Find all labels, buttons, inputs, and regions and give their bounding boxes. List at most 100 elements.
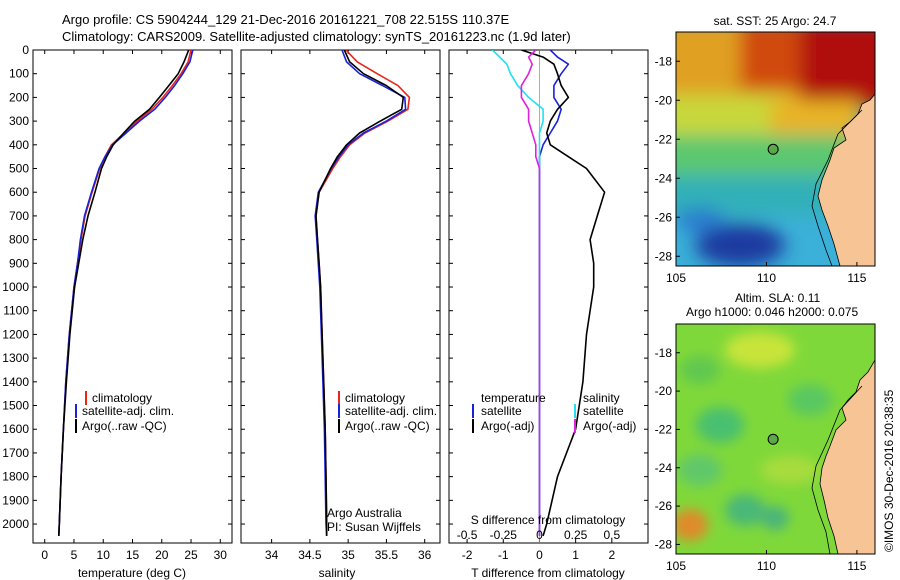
map-y-tick-label: -28: [655, 249, 673, 263]
x-tick-label: 34: [265, 548, 279, 562]
series-line-satellite-adj-clim-: [314, 50, 407, 536]
depth-tick-label: 900: [9, 256, 29, 270]
sla-map-subtitle: Argo h1000: 0.046 h2000: 0.075: [686, 305, 858, 319]
depth-tick-label: 1000: [2, 280, 29, 294]
difference-panel-frame: [448, 49, 649, 544]
sla-map-axes: 105 110 115 -18 -20 -22 -24 -26 -28: [655, 346, 867, 573]
x-tick-label: 0: [536, 548, 543, 562]
temperature-x-axis: 0 5 10 15 20 25 30: [41, 50, 227, 562]
sla-map: [676, 324, 875, 554]
s-tick-label: 0.25: [564, 528, 588, 542]
series-line-s-argo-adj-: [520, 50, 541, 536]
legend-sat: satellite-adj. clim.: [82, 404, 174, 418]
x-tick-label: 30: [214, 548, 228, 562]
sst-coastline: [817, 93, 875, 266]
sla-map-title: Altim. SLA: 0.11: [735, 291, 820, 305]
legend-t-sat: satellite: [481, 404, 522, 418]
map-x-tick-label: 115: [847, 271, 866, 285]
salinity-x-axis: 34 34.5 35 35.5 36: [265, 50, 432, 562]
sla-shelf-contour: [811, 385, 863, 554]
map-y-tick-label: -24: [655, 461, 673, 475]
depth-tick-label: 1300: [2, 351, 29, 365]
sst-float-marker: [767, 143, 779, 155]
series-line-climatology: [58, 50, 192, 536]
x-tick-label: 1: [572, 548, 579, 562]
series-line-t-satellite: [538, 50, 570, 536]
depth-tick-label: 500: [9, 162, 29, 176]
depth-tick-label: 0: [22, 43, 29, 57]
pi-name: PI: Susan Wijffels: [327, 520, 421, 534]
depth-axis: 0 100 200 300 400 500 600 700 800 900 1000 1100 1200…: [2, 43, 648, 531]
legend-sat-s: satellite-adj. clim.: [345, 404, 437, 418]
salinity-panel-frame: [240, 49, 441, 544]
legend-title-salinity: salinity: [583, 391, 620, 405]
series-line-s-satellite: [491, 50, 544, 536]
depth-tick-label: 100: [9, 67, 29, 81]
difference-s-ticks: -0.5 -0.25 0 0.25 0.5: [457, 528, 621, 542]
depth-tick-label: 1200: [2, 327, 29, 341]
depth-tick-label: 200: [9, 90, 29, 104]
depth-tick-label: 1700: [2, 446, 29, 460]
sst-map-title: sat. SST: 25 Argo: 24.7: [714, 14, 837, 28]
salinity-series: [314, 50, 411, 536]
map-y-tick-label: -26: [655, 210, 673, 224]
depth-tick-label: 1400: [2, 375, 29, 389]
series-line-t-argo-adj-: [521, 50, 606, 537]
map-y-tick-label: -28: [655, 537, 673, 551]
depth-tick-label: 1100: [3, 304, 29, 318]
sla-field: [676, 332, 832, 541]
sst-field: [676, 32, 875, 266]
series-line-climatology: [315, 50, 411, 536]
depth-tick-label: 2000: [2, 517, 29, 531]
x-tick-label: -2: [462, 548, 473, 562]
sst-shelf-contour: [811, 109, 863, 266]
depth-tick-label: 300: [9, 114, 29, 128]
temperature-xlabel: temperature (deg C): [78, 566, 186, 580]
s-tick-label: 0: [536, 528, 543, 542]
difference-legend: temperature salinity satellite Argo(-adj…: [472, 391, 636, 433]
sla-coastline: [819, 359, 875, 554]
map-x-tick-label: 105: [666, 559, 686, 573]
x-tick-label: 35: [341, 548, 355, 562]
sst-map: [676, 32, 875, 266]
watermark: ©IMOS 30-Dec-2016 20:38:35: [882, 389, 896, 552]
sla-map-frame: [675, 323, 876, 555]
x-tick-label: 15: [126, 548, 140, 562]
legend-argo: Argo(..raw -QC): [82, 419, 167, 433]
difference-xlabel-s: S difference from climatology: [471, 513, 626, 527]
x-tick-label: 20: [155, 548, 169, 562]
sst-map-frame: [675, 31, 876, 267]
depth-tick-label: 400: [9, 138, 29, 152]
map-y-tick-label: -22: [655, 422, 673, 436]
depth-tick-label: 1800: [2, 470, 29, 484]
legend-clim-s: climatology: [345, 391, 405, 405]
credit: Argo Australia: [327, 506, 402, 520]
map-y-tick-label: -26: [655, 499, 673, 513]
map-x-tick-label: 110: [757, 559, 776, 573]
depth-tick-label: 1900: [2, 493, 29, 507]
series-line-argo-raw-qc-: [58, 50, 190, 536]
legend-t-argo: Argo(-adj): [481, 419, 534, 433]
x-tick-label: 34.5: [298, 548, 322, 562]
map-y-tick-label: -18: [655, 54, 673, 68]
difference-series: [491, 50, 606, 543]
legend-s-sat: satellite: [583, 404, 624, 418]
header-line1: Argo profile: CS 5904244_129 21-Dec-2016…: [62, 12, 509, 27]
series-line-argo-raw-qc-: [315, 50, 405, 536]
map-x-tick-label: 105: [666, 271, 686, 285]
map-y-tick-label: -20: [655, 384, 673, 398]
x-tick-label: 5: [71, 548, 78, 562]
depth-tick-label: 700: [9, 209, 29, 223]
header-line2: Climatology: CARS2009. Satellite-adjuste…: [62, 29, 571, 44]
legend-title-temperature: temperature: [481, 391, 546, 405]
s-tick-label: -0.5: [457, 528, 478, 542]
x-tick-label: 36: [418, 548, 432, 562]
series-line-satellite-adj-clim-: [58, 50, 194, 536]
x-tick-label: 10: [97, 548, 111, 562]
x-tick-label: 25: [184, 548, 198, 562]
x-tick-label: 2: [608, 548, 615, 562]
legend-argo-s: Argo(..raw -QC): [345, 419, 430, 433]
legend-clim: climatology: [92, 391, 152, 405]
salinity-xlabel: salinity: [319, 566, 356, 580]
map-y-tick-label: -20: [655, 93, 673, 107]
